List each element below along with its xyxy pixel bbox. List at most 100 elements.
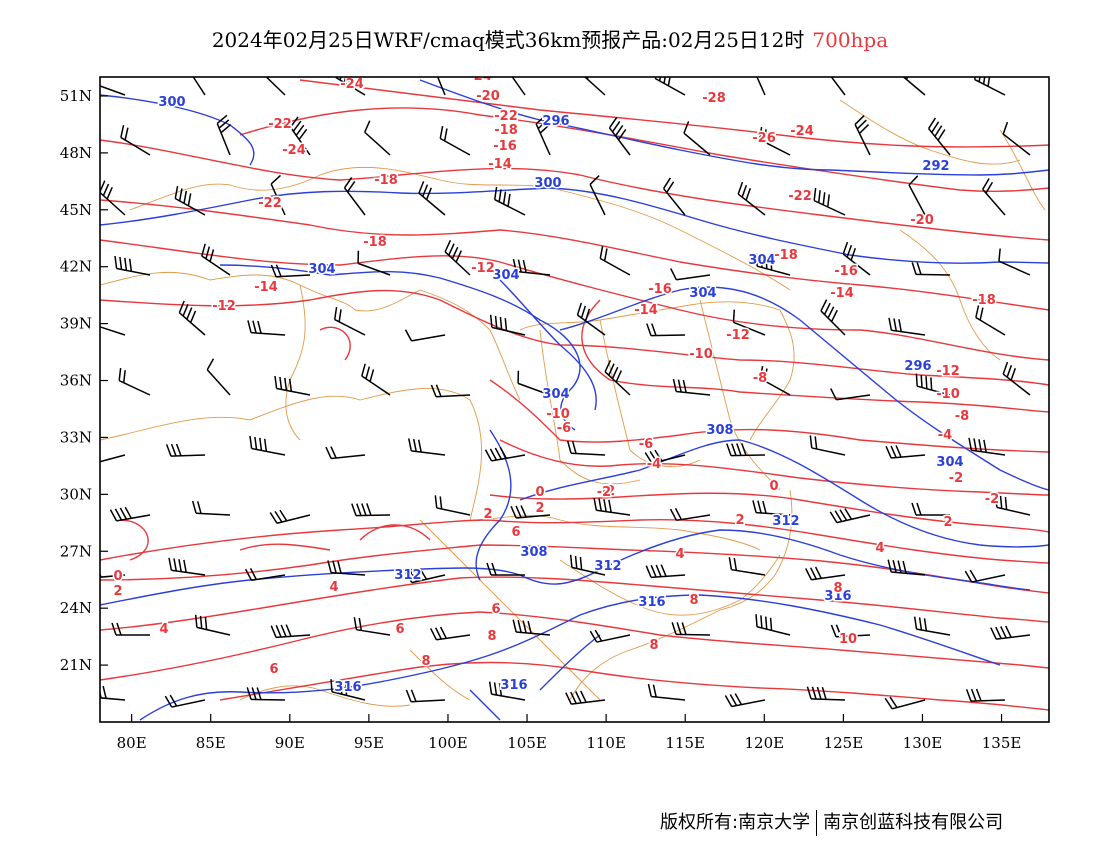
y-tick-label: 24N (60, 599, 92, 617)
x-tick-label: 85E (196, 734, 226, 752)
temperature-label: -6 (639, 437, 653, 452)
temperature-label: 4 (675, 547, 684, 562)
temperature-label: -24 (468, 69, 492, 84)
wind-barb (829, 508, 871, 524)
pressure-level-label: 700hpa (812, 28, 889, 52)
temperature-label: -12 (936, 364, 960, 379)
y-axis-ticks: 21N 24N 27N 30N 33N 36N 39N 42N 45N 48N 51N (60, 87, 108, 674)
wind-barb (671, 622, 711, 636)
height-label: 304 (689, 286, 716, 301)
y-tick-label: 27N (60, 542, 92, 560)
temperature-label: 8 (833, 581, 842, 596)
wind-barb (726, 443, 766, 457)
x-tick-label: 130E (903, 734, 943, 752)
x-tick-label: 80E (117, 734, 147, 752)
height-label: 312 (772, 514, 799, 529)
copyright-footer: 版权所有:南京大学 南京创蓝科技有限公司 (660, 808, 1003, 836)
chart-title: 2024年02月25日WRF/cmaq模式36km预报产品:02月25日12时 7… (0, 24, 1100, 53)
temperature-label: -12 (726, 328, 750, 343)
wind-barb (325, 446, 366, 460)
temperature-label: -16 (834, 264, 858, 279)
wind-barb (484, 446, 526, 462)
wind-barb (654, 77, 686, 96)
wind-barb (493, 186, 526, 216)
temperature-label: -4 (938, 428, 952, 443)
wind-barb (965, 688, 1006, 702)
temperature-label: 6 (511, 525, 520, 540)
wind-barb (645, 564, 686, 579)
temperature-label: -10 (936, 387, 960, 402)
x-tick-label: 135E (982, 734, 1022, 752)
wind-barb (185, 77, 206, 96)
wind-barb (662, 177, 686, 216)
wind-barb (820, 299, 846, 336)
wind-barb (911, 262, 951, 276)
wind-barb (758, 126, 791, 156)
temperature-label: -18 (374, 173, 398, 188)
wind-barb (111, 622, 150, 636)
temperature-label: -12 (471, 261, 495, 276)
temperature-label: 0 (769, 479, 778, 494)
wind-barb (418, 181, 446, 216)
wind-barb (512, 258, 551, 276)
height-label: 304 (936, 455, 963, 470)
wind-barb (908, 175, 926, 216)
temperature-label: -14 (830, 286, 854, 301)
wind-barb (830, 624, 871, 638)
temperature-label: -14 (254, 280, 278, 295)
wind-barb (887, 559, 926, 576)
wind-barb (109, 506, 151, 522)
temperature-label: -20 (910, 213, 934, 228)
height-label: 316 (334, 680, 361, 695)
wind-barb (504, 77, 526, 96)
wind-barb (343, 177, 366, 216)
wind-barb (593, 497, 631, 516)
temperature-label: 2 (735, 513, 744, 528)
temperature-label: 10 (839, 632, 857, 647)
wind-barb (269, 509, 311, 524)
temperature-label: 8 (689, 593, 698, 608)
wind-barb (168, 557, 206, 576)
wind-barb (353, 617, 391, 636)
chart-title-main: 2024年02月25日WRF/cmaq模式36km预报产品:02月25日12时 (211, 28, 805, 52)
wind-barb (683, 121, 711, 156)
wind-barb (975, 304, 1006, 336)
temperature-label: -14 (634, 303, 658, 318)
height-label: 304 (748, 253, 775, 268)
wind-barb (165, 443, 206, 457)
wind-barb (884, 696, 926, 710)
wind-barb (114, 255, 151, 276)
wind-barb (964, 569, 1006, 583)
y-tick-label: 39N (60, 315, 92, 333)
wind-barb (164, 694, 206, 708)
temperature-label: -18 (774, 248, 798, 263)
wind-barb (973, 77, 1006, 96)
temperature-label: -18 (363, 235, 387, 250)
temperature-label: -14 (488, 157, 512, 172)
wind-barb (216, 114, 232, 156)
temperature-label: 0 (113, 569, 122, 584)
wind-barbs (100, 77, 1031, 710)
wind-barb (569, 554, 606, 576)
wind-barb (535, 114, 551, 156)
x-tick-label: 120E (745, 734, 785, 752)
temperature-label: -12 (212, 299, 236, 314)
temperature-label: -22 (788, 189, 812, 204)
wind-barb (327, 560, 366, 576)
wind-barb (191, 500, 231, 516)
wind-barb (100, 323, 126, 336)
temperature-label: 6 (269, 662, 278, 677)
wind-barb (430, 384, 471, 398)
temperature-label: -2 (985, 492, 999, 507)
wind-barb (842, 241, 871, 276)
wind-barb (823, 77, 846, 96)
temperature-label: -10 (546, 407, 570, 422)
wind-barb (404, 329, 446, 342)
wind-barb (249, 435, 286, 456)
temperature-label: -18 (972, 293, 996, 308)
temperature-label: -24 (790, 124, 814, 139)
wind-barb (998, 248, 1031, 276)
temperature-labels: -24-24-22-20 -28-22-24-18-26-24 -16-14-18-… (112, 69, 1001, 679)
x-tick-label: 115E (665, 734, 705, 752)
height-label: 304 (492, 268, 519, 283)
